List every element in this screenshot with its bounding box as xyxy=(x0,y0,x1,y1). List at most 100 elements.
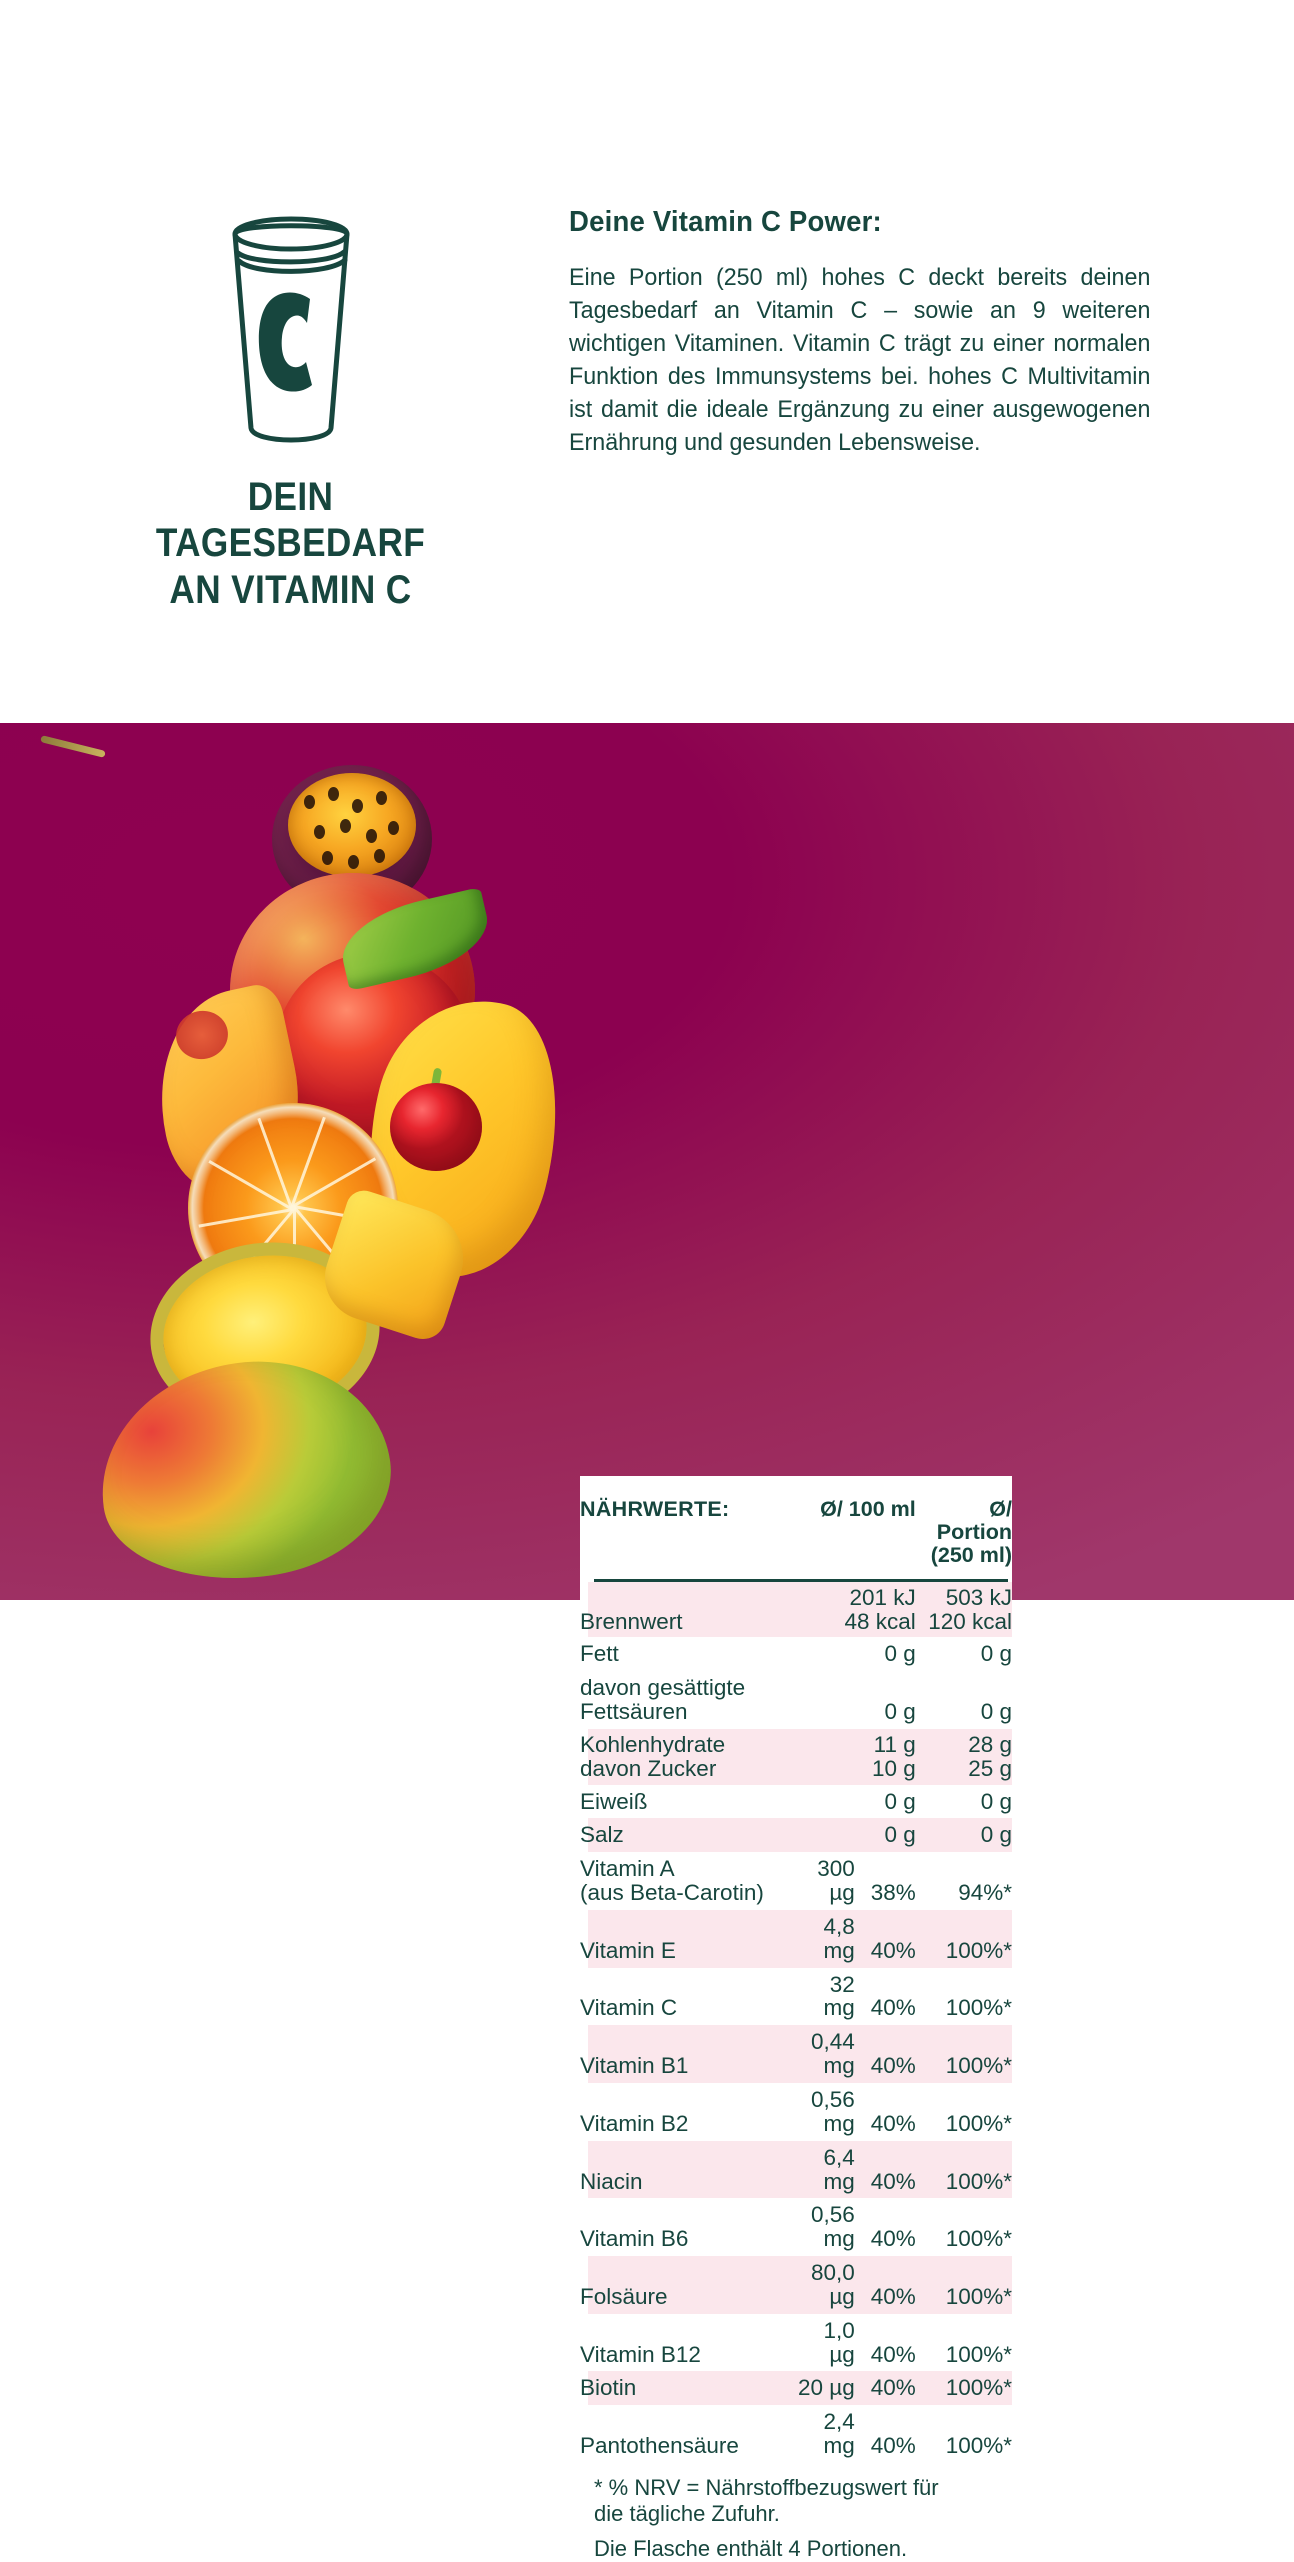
header-rule xyxy=(580,1578,1012,1582)
footnote-portions: Die Flasche enthält 4 Portionen. xyxy=(594,2535,908,2561)
row-value-portion-kcal: 120 kcal xyxy=(928,1608,1012,1634)
row-value-100ml: 1,0 µg xyxy=(823,2317,855,2367)
row-value-100ml-kcal: 48 kcal xyxy=(844,1608,916,1634)
row-value-100ml: 0 g xyxy=(884,1699,916,1725)
table-row: Salz 0 g 0 g xyxy=(580,1818,1012,1853)
column-header-per-100ml: Ø/ 100 ml xyxy=(820,1497,916,1521)
row-value-portion: 100%* xyxy=(945,2226,1012,2252)
row-label: Biotin xyxy=(580,2375,637,2401)
nutrition-table: NÄHRWERTE: Ø/ 100 ml Ø/ Portion (250 ml)… xyxy=(580,1497,1012,2463)
row-value-nrv: 40% xyxy=(870,2110,916,2136)
row-value-portion: 503 kJ xyxy=(945,1584,1012,1610)
copy-heading: Deine Vitamin C Power: xyxy=(569,206,882,238)
row-value-portion: 0 g xyxy=(915,1818,1012,1853)
row-value-nrv: 40% xyxy=(854,2025,916,2083)
row-value-nrv: 40% xyxy=(870,2226,916,2252)
row-label: Vitamin B12 xyxy=(580,2341,701,2367)
row-value-100ml: 300 µg xyxy=(817,1856,855,1906)
row-label: Vitamin C xyxy=(580,1995,678,2021)
row-value-portion: 0 g xyxy=(980,1788,1012,1814)
table-row: Vitamin B6 0,56 mg 40% 100%* xyxy=(580,2198,1012,2256)
row-label: Eiweiß xyxy=(580,1788,648,1814)
apple-stem xyxy=(40,735,106,758)
table-row: Pantothensäure 2,4 mg 40% 100%* xyxy=(580,2405,1012,2463)
row-sublabel: davon Zucker xyxy=(580,1755,717,1781)
row-value-nrv: 40% xyxy=(854,2256,916,2314)
row-label: Pantothensäure xyxy=(580,2433,739,2459)
copy-block: Deine Vitamin C Power: Eine Portion (250… xyxy=(569,206,1155,459)
row-value-100ml: 201 kJ xyxy=(849,1584,916,1610)
row-value-portion: 100%* xyxy=(915,2025,1012,2083)
row-value-portion: 94%* xyxy=(958,1880,1012,1906)
fruit-arrangement-image xyxy=(40,735,587,1598)
row-label: Vitamin B6 xyxy=(580,2226,689,2252)
table-row: Vitamin B12 1,0 µg 40% 100%* xyxy=(580,2314,1012,2372)
table-row: Kohlenhydrate davon Zucker 11 g 10 g 28 … xyxy=(580,1728,1012,1785)
copy-body: Eine Portion (250 ml) hohes C deckt bere… xyxy=(569,264,1151,457)
row-value-portion: 100%* xyxy=(945,2110,1012,2136)
row-value-100ml: 0,44 mg xyxy=(793,2025,855,2083)
glass-with-c-icon xyxy=(88,205,493,460)
row-value-100ml: 0 g xyxy=(884,1641,916,1667)
table-footnotes: * % NRV = Nährstoffbezugswert für die tä… xyxy=(580,2475,1012,2562)
row-value-100ml: 20 µg xyxy=(793,2371,855,2406)
table-row: Vitamin E 4,8 mg 40% 100%* xyxy=(580,1909,1012,1968)
table-row: Niacin 6,4 mg 40% 100%* xyxy=(580,2140,1012,2199)
table-row: Folsäure 80,0 µg 40% 100%* xyxy=(580,2256,1012,2314)
row-value-100ml: 0 g xyxy=(793,1818,916,1853)
row-value-nrv: 38% xyxy=(870,1880,916,1906)
row-label: Niacin xyxy=(580,2168,643,2194)
row-value-portion: 100%* xyxy=(945,2433,1012,2459)
row-value-portion: 100%* xyxy=(915,1909,1012,1968)
row-value-100ml: 6,4 mg xyxy=(793,2140,855,2199)
footnote-nrv: * % NRV = Nährstoffbezugswert für die tä… xyxy=(594,2474,939,2527)
row-subvalue-100ml: 10 g xyxy=(871,1755,916,1781)
row-label: Vitamin A (aus Beta-Carotin) xyxy=(580,1856,764,1906)
row-label: Kohlenhydrate xyxy=(580,1731,726,1757)
table-row: davon gesättigte Fettsäuren 0 g 0 g xyxy=(580,1671,1012,1729)
row-value-portion: 100%* xyxy=(915,2256,1012,2314)
row-value-portion: 100%* xyxy=(915,2140,1012,2199)
bottom-magenta-section: NÄHRWERTE: Ø/ 100 ml Ø/ Portion (250 ml)… xyxy=(0,723,1294,2561)
row-value-100ml: 0 g xyxy=(884,1788,916,1814)
product-info-page: DEIN TAGESBEDARF AN VITAMIN C Deine Vita… xyxy=(0,205,1294,2561)
row-label: Brennwert xyxy=(580,1608,683,1634)
row-value-100ml: 2,4 mg xyxy=(823,2409,855,2459)
table-row: Vitamin C 32 mg 40% 100%* xyxy=(580,1968,1012,2026)
row-label: Vitamin B2 xyxy=(580,2110,689,2136)
row-label: Vitamin B1 xyxy=(580,2053,689,2079)
passion-fruit-pulp xyxy=(288,773,416,877)
row-value-portion: 0 g xyxy=(980,1641,1012,1667)
badge-title: DEIN TAGESBEDARF AN VITAMIN C xyxy=(155,475,426,612)
row-value-portion: 100%* xyxy=(945,1995,1012,2021)
row-value-nrv: 40% xyxy=(870,2433,916,2459)
row-label: Folsäure xyxy=(580,2283,668,2309)
row-value-nrv: 40% xyxy=(870,1995,916,2021)
row-value-100ml: 4,8 mg xyxy=(793,1909,855,1968)
row-value-nrv: 40% xyxy=(854,2140,916,2199)
row-value-100ml: 0,56 mg xyxy=(811,2202,855,2252)
row-value-100ml: 32 mg xyxy=(823,1971,855,2021)
row-value-nrv: 40% xyxy=(870,2341,916,2367)
table-row: Fett 0 g 0 g xyxy=(580,1637,1012,1671)
row-label: Vitamin E xyxy=(580,1937,676,1963)
table-row: Vitamin B1 0,44 mg 40% 100%* xyxy=(580,2025,1012,2083)
table-row: Biotin 20 µg 40% 100%* xyxy=(580,2371,1012,2406)
column-header-per-portion: Ø/ Portion (250 ml) xyxy=(930,1497,1012,1568)
row-value-nrv: 40% xyxy=(854,1909,916,1968)
table-row: Vitamin A (aus Beta-Carotin) 300 µg 38% … xyxy=(580,1852,1012,1910)
row-value-portion: 100%* xyxy=(915,2371,1012,2406)
row-value-100ml: 11 g xyxy=(873,1731,916,1757)
nutrition-table-card: NÄHRWERTE: Ø/ 100 ml Ø/ Portion (250 ml)… xyxy=(580,1476,1012,2561)
daily-need-badge: DEIN TAGESBEDARF AN VITAMIN C xyxy=(88,205,493,613)
row-value-nrv: 40% xyxy=(854,2371,916,2406)
row-label: Fett xyxy=(580,1641,619,1667)
row-label: Salz xyxy=(580,1822,624,1848)
row-value-portion: 28 g xyxy=(968,1731,1012,1757)
table-header-row: NÄHRWERTE: Ø/ 100 ml Ø/ Portion (250 ml) xyxy=(580,1497,1012,1578)
row-value-portion: 100%* xyxy=(945,2341,1012,2367)
table-row: Eiweiß 0 g 0 g xyxy=(580,1785,1012,1819)
table-row: Brennwert 201 kJ 48 kcal 503 kJ 120 kcal xyxy=(580,1581,1012,1638)
row-value-100ml: 80,0 µg xyxy=(793,2256,855,2314)
row-value-100ml: 0,56 mg xyxy=(811,2087,855,2136)
